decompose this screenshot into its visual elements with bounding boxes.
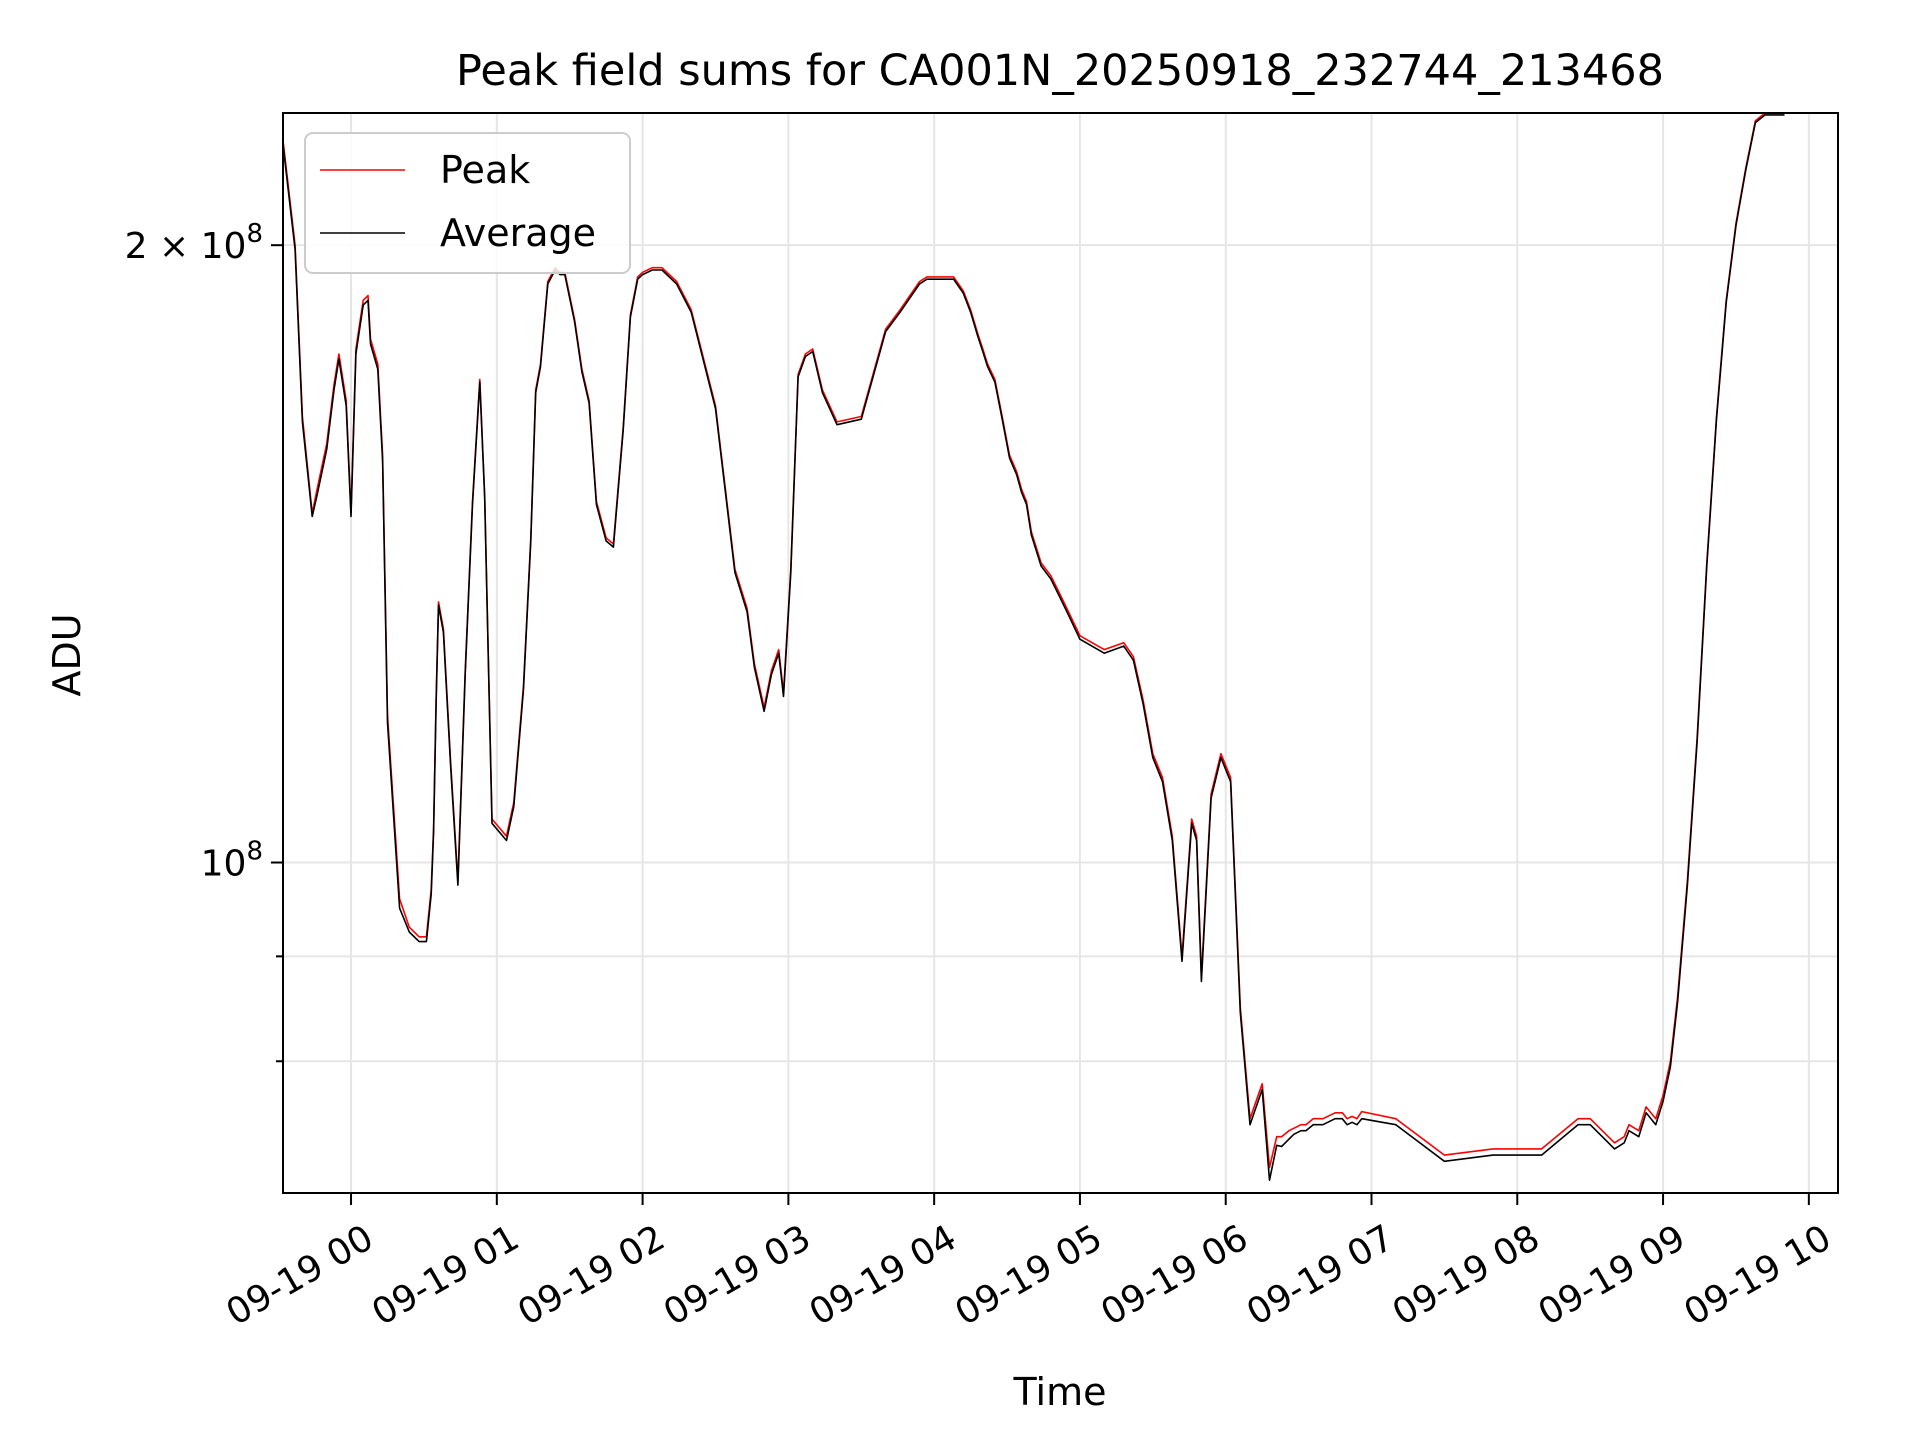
y-tick-label-exponent: 8	[246, 837, 263, 867]
y-tick-label-exponent: 8	[246, 219, 263, 249]
plot-area	[283, 113, 1838, 1193]
legend: Peak Average	[304, 132, 631, 274]
series-lines	[283, 113, 1785, 1181]
chart-title: Peak field sums for CA001N_20250918_2327…	[456, 46, 1664, 96]
y-tick-label-base: 10	[201, 226, 247, 267]
grid-lines	[283, 113, 1838, 1193]
y-tick-label: 108	[201, 837, 263, 885]
y-tick-label: 2 × 108	[125, 219, 263, 267]
legend-peak-label: Peak	[440, 148, 530, 192]
plot-frame	[282, 112, 1839, 1194]
y-tick-label-prefix: 2 ×	[125, 226, 201, 267]
y-tick-label-base: 10	[201, 844, 247, 885]
series-line-average	[283, 114, 1785, 1181]
legend-box	[304, 132, 631, 274]
y-axis-label: ADU	[45, 613, 89, 696]
legend-average-label: Average	[440, 211, 596, 255]
x-axis-label: Time	[1013, 1370, 1107, 1414]
